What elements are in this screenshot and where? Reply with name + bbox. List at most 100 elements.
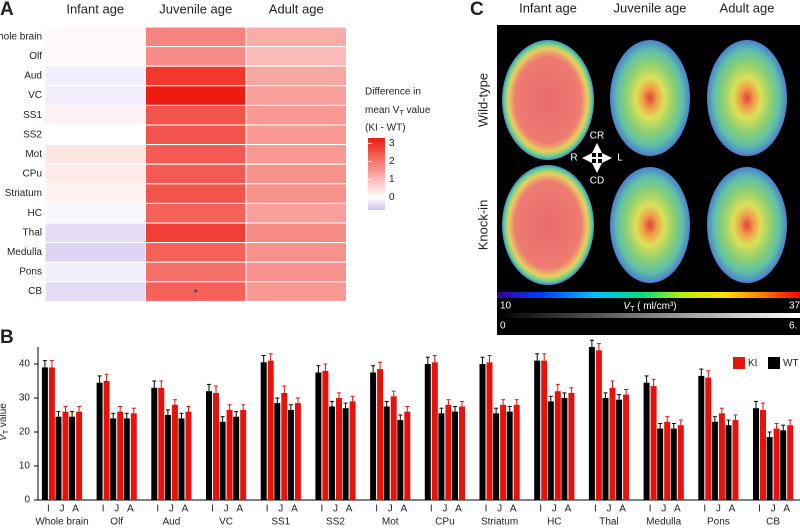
panel-label: B — [0, 327, 14, 348]
bar — [219, 421, 226, 500]
bar — [732, 420, 739, 500]
bar — [547, 401, 554, 500]
legend-swatch — [733, 357, 745, 369]
x-subtick-label: I — [47, 504, 50, 515]
x-subtick-label: A — [346, 504, 353, 515]
bar — [609, 387, 616, 500]
bar — [568, 392, 575, 500]
colorbar-tick-label: 1 — [389, 174, 395, 185]
x-subtick-label: A — [127, 504, 134, 515]
heatmap-cell — [145, 202, 247, 224]
heatmap-cell — [245, 281, 347, 302]
brain-image — [502, 165, 594, 285]
x-subtick-label: A — [565, 504, 572, 515]
colorbar-label: VT ( ml/cm³) — [623, 301, 676, 313]
heatmap-cell — [245, 261, 347, 283]
bar — [623, 394, 630, 500]
bar — [287, 409, 294, 500]
x-subtick-label: A — [674, 504, 681, 515]
bar — [158, 387, 165, 500]
bar — [541, 360, 548, 500]
heatmap-cell — [44, 222, 146, 244]
bar — [315, 372, 322, 500]
heatmap-cell — [245, 183, 347, 204]
brain-image — [610, 40, 690, 156]
bar — [164, 415, 171, 500]
bar — [753, 408, 759, 500]
x-subtick-label: I — [266, 504, 269, 515]
row-label: Olf — [29, 51, 42, 62]
bar — [349, 401, 356, 500]
bar — [377, 369, 384, 500]
x-subtick-label: A — [619, 504, 626, 515]
x-subtick-label: J — [716, 504, 721, 515]
heatmap-cell — [245, 26, 347, 48]
heatmap-cell — [245, 202, 347, 224]
bar — [96, 382, 103, 500]
colorbar — [497, 313, 800, 318]
bar — [787, 425, 794, 500]
bar — [766, 437, 773, 500]
bar — [677, 425, 684, 500]
row-label: CPu — [23, 169, 42, 180]
x-subtick-label: I — [211, 504, 214, 515]
heatmap-cell — [44, 163, 146, 185]
brain-images — [502, 40, 787, 285]
heatmap-cell — [145, 144, 247, 165]
y-tick-label: 0 — [24, 495, 30, 506]
bar — [664, 421, 671, 500]
bar — [69, 416, 76, 500]
heatmap-cell — [245, 124, 347, 146]
x-subtick-label: J — [771, 504, 776, 515]
bar — [370, 372, 377, 500]
colorbar-label: 37 — [789, 301, 800, 312]
bar — [240, 409, 247, 500]
y-tick-label: 30 — [19, 393, 31, 404]
bar — [103, 381, 110, 500]
x-tick-label: Olf — [110, 517, 123, 528]
bar — [643, 382, 650, 500]
heatmap-cell — [44, 202, 146, 224]
row-label: SS1 — [23, 110, 42, 121]
heatmap-cell — [44, 46, 146, 67]
row-label: Mot — [25, 149, 42, 160]
legend-label: WT — [783, 358, 799, 369]
row-label: SS2 — [23, 129, 42, 140]
heatmap-cell — [145, 183, 247, 204]
x-subtick-label: I — [539, 504, 542, 515]
x-tick-label: Medulla — [646, 517, 681, 528]
x-subtick-label: J — [333, 504, 338, 515]
x-subtick-label: A — [291, 504, 298, 515]
x-subtick-label: J — [388, 504, 393, 515]
x-tick-label: HC — [547, 517, 561, 528]
row-header: Knock-in — [475, 200, 490, 251]
x-subtick-label: J — [607, 504, 612, 515]
bar — [780, 430, 787, 500]
x-subtick-label: A — [236, 504, 243, 515]
bar — [55, 416, 62, 500]
x-tick-label: VC — [219, 517, 233, 528]
colorbar-tick-label: 2 — [389, 156, 395, 167]
bar — [329, 406, 335, 500]
x-subtick-label: I — [156, 504, 159, 515]
orientation-label: CD — [590, 176, 604, 187]
heatmap-cell — [145, 124, 247, 146]
x-tick-label: Pons — [707, 517, 730, 528]
bar — [171, 404, 178, 500]
heatmap-cell — [245, 85, 347, 106]
bar — [213, 392, 219, 500]
bar — [41, 367, 48, 500]
bar — [226, 409, 233, 500]
heatmap-cell — [44, 104, 146, 126]
heatmap-cell — [245, 144, 347, 165]
x-subtick-label: I — [321, 504, 324, 515]
x-subtick-label: J — [169, 504, 174, 515]
brain-image — [610, 167, 690, 283]
bar — [670, 428, 677, 500]
x-subtick-label: I — [375, 504, 378, 515]
x-tick-label: CPu — [435, 517, 454, 528]
bar — [459, 406, 465, 500]
bar — [534, 360, 541, 500]
x-tick-label: Whole brain — [35, 517, 88, 528]
